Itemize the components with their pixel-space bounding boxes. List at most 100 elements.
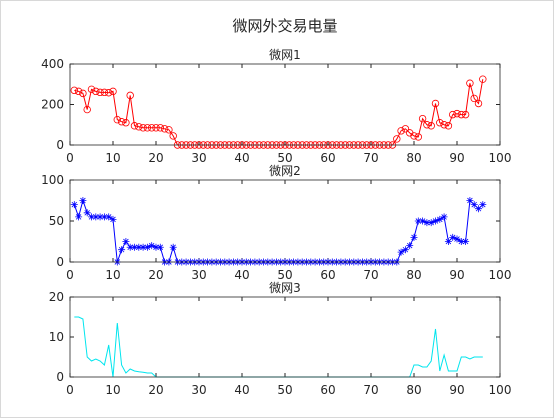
x-tick-label: 30 [191,268,206,282]
marker [96,213,104,221]
marker [126,91,134,100]
marker [449,110,457,119]
marker [410,233,418,241]
x-tick-label: 10 [105,151,120,165]
marker [100,213,108,221]
axes-box [69,296,501,378]
x-tick-label: 20 [148,383,163,397]
axes-background [70,64,500,145]
y-tick-label: 400 [41,57,64,71]
marker [83,105,91,114]
x-tick-label: 80 [406,268,421,282]
marker [70,201,78,209]
y-tick-label: 100 [41,173,64,187]
marker [74,87,83,96]
marker [83,209,91,217]
marker [401,125,410,133]
y-tick-label: 20 [49,290,64,304]
x-tick-label: 60 [320,268,335,282]
marker [113,115,121,124]
marker [470,94,478,103]
axes-box [69,63,501,146]
marker [479,201,487,209]
marker [143,243,151,251]
marker [104,89,113,97]
marker [169,243,177,251]
marker [393,135,401,143]
marker [479,75,487,83]
marker [475,205,482,213]
marker [470,201,478,209]
marker [152,124,160,132]
marker [462,238,470,245]
y-tick-label: 0 [56,370,64,384]
marker [143,124,152,132]
x-tick-label: 20 [148,151,163,165]
marker [156,243,164,251]
marker [156,124,164,132]
marker [453,109,461,118]
marker [444,238,452,245]
marker [449,233,457,241]
marker [436,119,444,127]
axes-title: 微网2 [269,164,301,178]
marker [117,118,126,126]
marker [130,122,139,130]
marker [440,213,448,221]
y-tick-label: 0 [56,255,64,269]
x-tick-label: 80 [406,151,421,165]
x-tick-label: 10 [105,383,120,397]
marker [406,242,414,250]
axes-box [69,179,501,263]
marker [92,213,100,221]
marker [453,235,461,243]
marker [397,127,405,135]
marker [169,132,177,140]
marker [165,126,173,134]
marker [431,99,440,108]
marker [126,243,134,251]
marker [466,79,474,87]
y-tick-label: 50 [49,214,64,228]
marker [436,215,444,223]
axes-title: 微网3 [269,281,301,295]
marker [418,114,427,123]
x-tick-label: 70 [363,268,378,282]
marker [397,248,405,256]
marker [457,238,465,245]
marker [148,242,156,250]
marker [100,88,109,97]
x-tick-label: 0 [66,383,74,397]
x-tick-label: 60 [320,151,335,165]
marker [440,121,448,129]
marker [139,243,147,251]
marker [79,89,87,98]
marker [122,119,130,127]
x-tick-label: 70 [363,151,378,165]
marker [109,87,117,96]
marker [122,238,130,245]
marker [427,122,435,130]
marker [118,246,126,254]
x-tick-label: 0 [66,151,74,165]
marker [444,122,453,130]
x-tick-label: 40 [234,383,249,397]
axes-background [70,297,500,377]
marker [147,124,156,132]
marker [87,85,96,94]
marker [135,123,143,131]
marker [160,125,169,133]
marker [96,88,104,97]
x-tick-label: 40 [234,151,249,165]
marker [152,243,160,251]
x-tick-label: 100 [489,151,512,165]
marker [457,110,465,119]
y-tick-label: 0 [56,138,64,152]
marker [419,217,427,225]
marker [423,121,431,129]
marker [79,197,87,204]
x-tick-label: 0 [66,268,74,282]
marker [461,110,470,119]
marker [70,86,78,95]
marker [410,132,418,140]
